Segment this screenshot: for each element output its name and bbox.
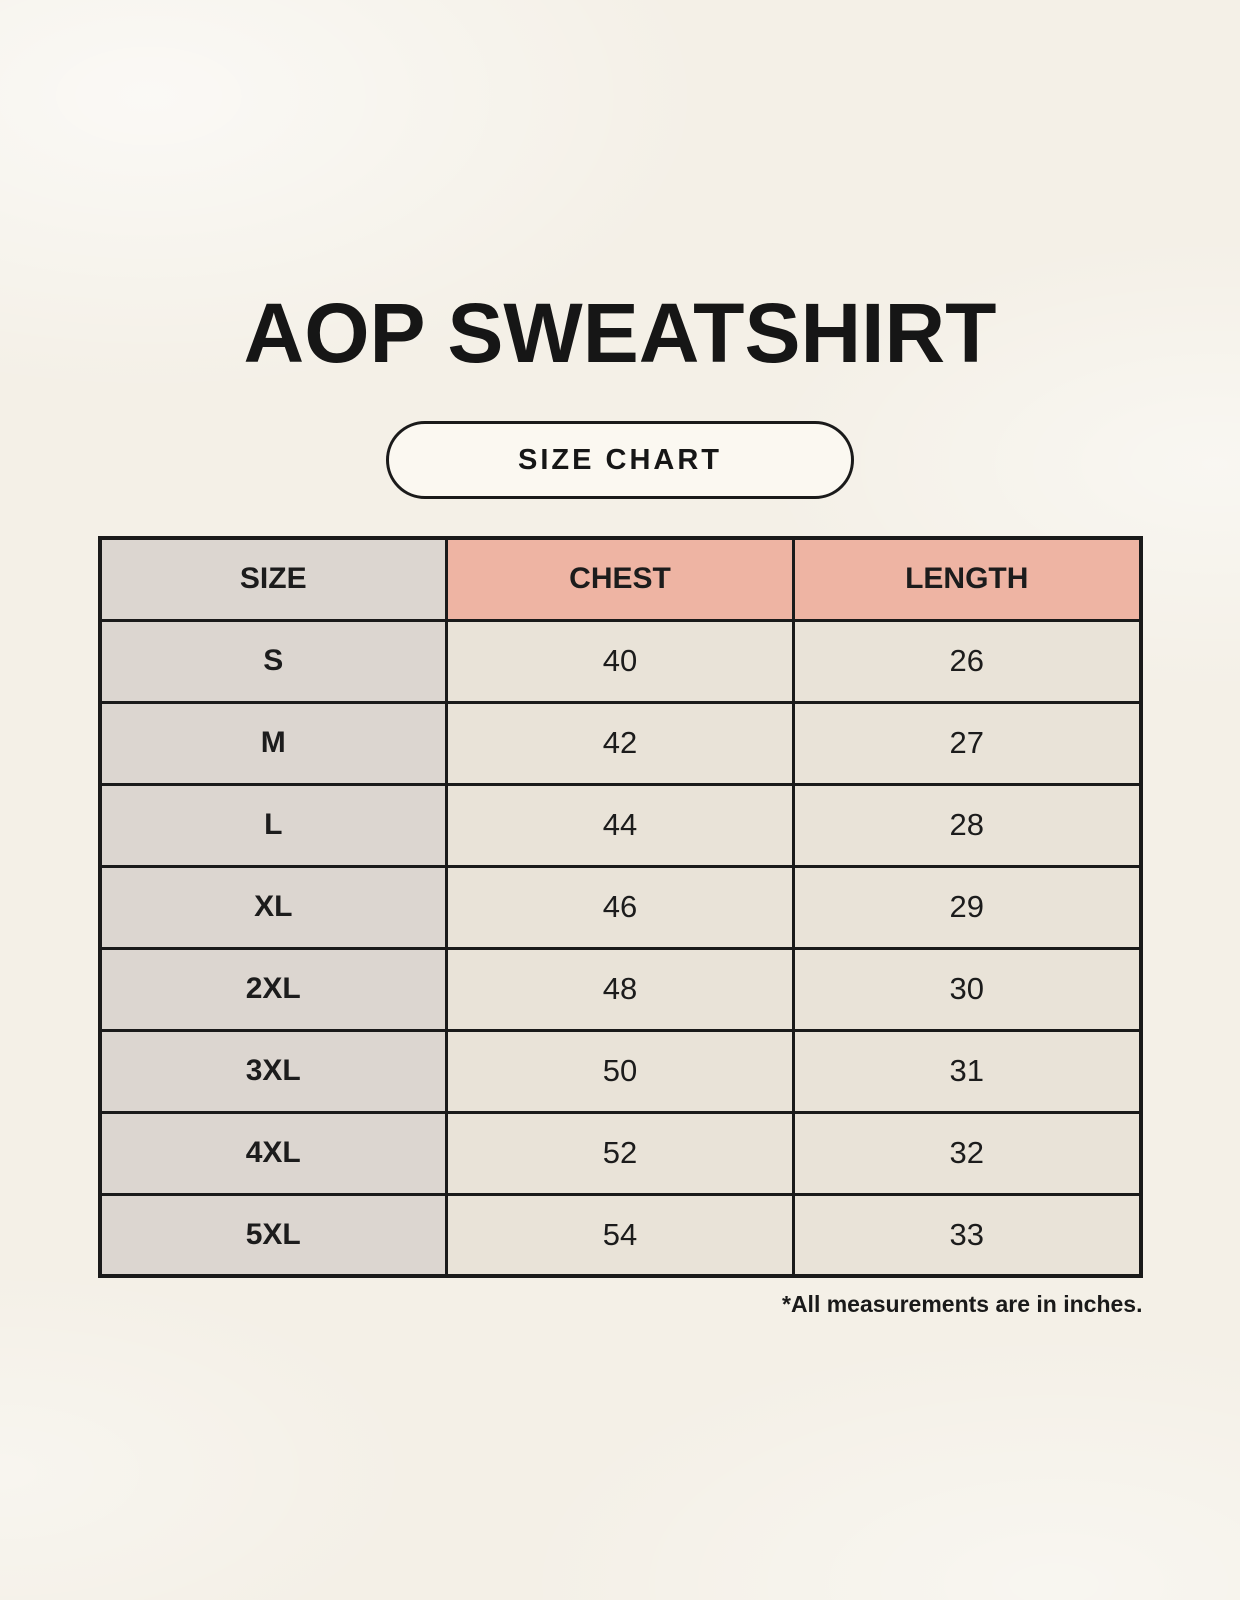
size-cell: 4XL — [98, 1110, 448, 1196]
chest-cell: 54 — [445, 1192, 795, 1278]
size-cell: M — [98, 700, 448, 786]
chest-cell: 52 — [445, 1110, 795, 1196]
column-header-size: SIZE — [98, 536, 448, 622]
size-chart-table: SIZE CHEST LENGTH S 40 26 M 42 27 L 44 2… — [97, 536, 1143, 1278]
column-header-length: LENGTH — [792, 536, 1142, 622]
table-row: 2XL 48 30 — [98, 946, 1142, 1032]
chest-cell: 48 — [445, 946, 795, 1032]
length-cell: 31 — [792, 1028, 1142, 1114]
length-cell: 32 — [792, 1110, 1142, 1196]
size-cell: L — [98, 782, 448, 868]
table-row: M 42 27 — [98, 700, 1142, 786]
table-row: XL 46 29 — [98, 864, 1142, 950]
chest-cell: 46 — [445, 864, 795, 950]
length-cell: 26 — [792, 618, 1142, 704]
table-row: S 40 26 — [98, 618, 1142, 704]
length-cell: 27 — [792, 700, 1142, 786]
length-cell: 33 — [792, 1192, 1142, 1278]
length-cell: 28 — [792, 782, 1142, 868]
chest-cell: 50 — [445, 1028, 795, 1114]
size-chart-badge: SIZE CHART — [386, 421, 854, 499]
size-cell: 2XL — [98, 946, 448, 1032]
chest-cell: 44 — [445, 782, 795, 868]
size-cell: 5XL — [98, 1192, 448, 1278]
size-chart-badge-label: SIZE CHART — [518, 443, 722, 476]
table-header-row: SIZE CHEST LENGTH — [98, 536, 1142, 622]
size-cell: S — [98, 618, 448, 704]
table-row: L 44 28 — [98, 782, 1142, 868]
chest-cell: 42 — [445, 700, 795, 786]
table-row: 5XL 54 33 — [98, 1192, 1142, 1278]
size-cell: XL — [98, 864, 448, 950]
table-row: 3XL 50 31 — [98, 1028, 1142, 1114]
length-cell: 30 — [792, 946, 1142, 1032]
measurements-footnote: *All measurements are in inches. — [782, 1291, 1143, 1317]
column-header-chest: CHEST — [445, 536, 795, 622]
page-title: AOP SWEATSHIRT — [243, 286, 997, 380]
size-cell: 3XL — [98, 1028, 448, 1114]
table-row: 4XL 52 32 — [98, 1110, 1142, 1196]
length-cell: 29 — [792, 864, 1142, 950]
chest-cell: 40 — [445, 618, 795, 704]
